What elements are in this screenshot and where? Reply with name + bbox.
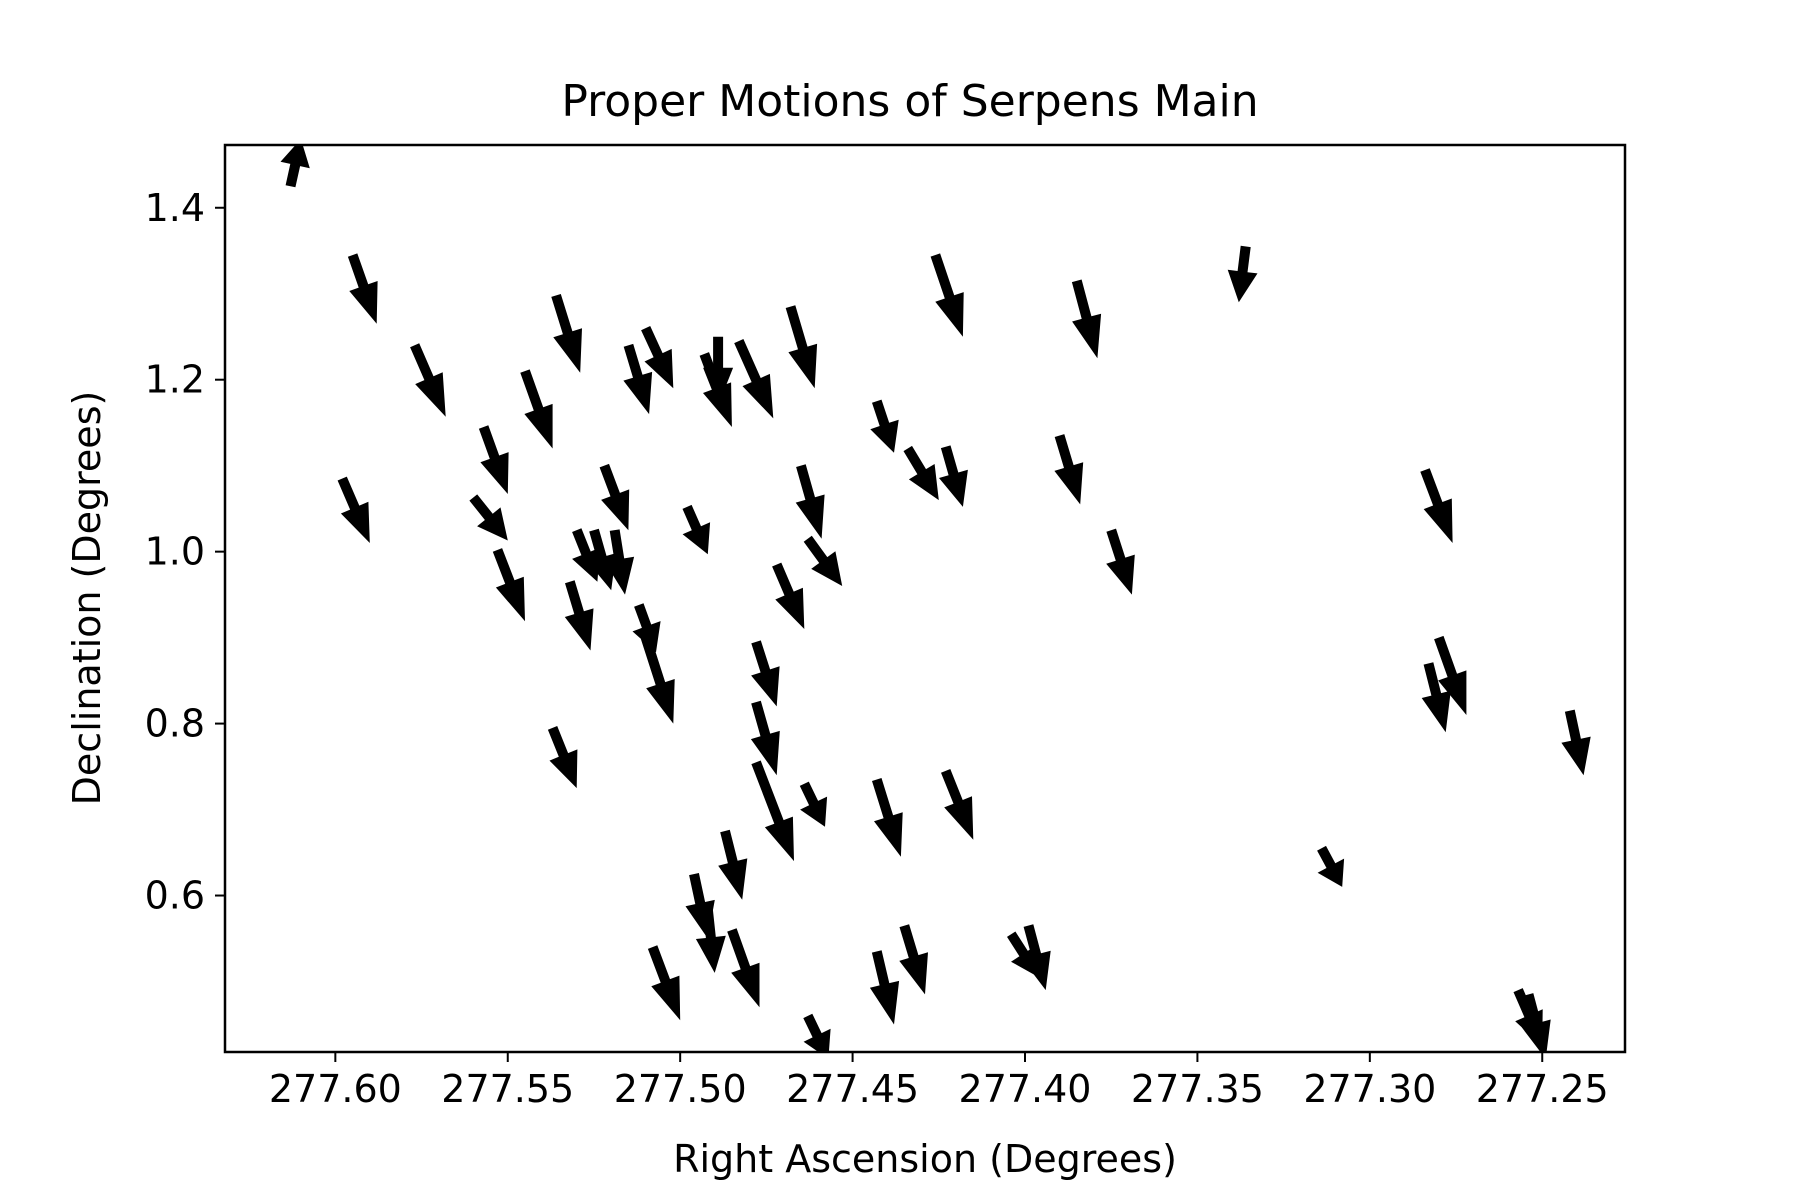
motion-arrow — [551, 294, 582, 373]
motion-arrow — [799, 781, 828, 827]
motion-arrow — [587, 528, 617, 591]
x-axis: 277.60 277.55 277.50 277.45 277.40 277.35 277.… — [269, 1052, 1609, 1111]
motion-arrow — [751, 640, 780, 707]
chart-title: Proper Motions of Serpens Main — [561, 76, 1258, 127]
x-tick-label: 277.55 — [441, 1067, 574, 1111]
y-axis-label: Declination (Degrees) — [65, 391, 109, 806]
motion-arrow — [930, 253, 964, 337]
motion-arrow — [899, 924, 928, 995]
motion-arrow — [727, 928, 760, 1008]
motion-arrow — [695, 907, 726, 973]
motion-arrow — [1434, 635, 1467, 715]
x-tick-label: 277.30 — [1303, 1067, 1436, 1111]
motion-arrow — [1420, 468, 1453, 543]
motion-arrow — [1054, 434, 1084, 505]
x-tick-label: 277.25 — [1476, 1067, 1609, 1111]
motion-arrow — [337, 476, 370, 543]
motion-arrow — [803, 1013, 831, 1052]
y-tick-label: 0.8 — [145, 702, 205, 746]
motion-arrow — [1227, 245, 1258, 303]
motion-arrow — [599, 463, 630, 531]
motion-arrow — [280, 145, 310, 188]
motion-arrow — [750, 700, 780, 776]
motion-arrow — [469, 494, 508, 541]
x-tick-label: 277.35 — [1131, 1067, 1264, 1111]
motion-arrow — [520, 369, 553, 449]
y-tick-label: 1.0 — [145, 530, 205, 574]
motion-arrow — [1421, 662, 1451, 733]
motion-arrow — [1521, 993, 1551, 1052]
motion-arrow — [870, 399, 899, 453]
motion-arrow — [547, 726, 578, 789]
motion-arrow — [785, 305, 818, 389]
motion-arrow — [703, 336, 734, 406]
motion-arrow — [1071, 279, 1102, 359]
motion-arrow — [632, 603, 661, 653]
motion-arrow — [1561, 709, 1591, 776]
motion-arrow — [410, 343, 446, 417]
motion-arrow — [734, 339, 774, 419]
y-axis: 0.6 0.8 1.0 1.2 1.4 — [145, 186, 225, 918]
motion-arrow — [1106, 528, 1135, 595]
motion-arrow — [623, 343, 653, 415]
quiver-arrows — [280, 145, 1591, 1052]
motion-arrow — [1007, 931, 1039, 978]
motion-arrow — [803, 535, 843, 586]
motion-arrow — [640, 636, 675, 724]
y-tick-label: 1.2 — [145, 358, 205, 402]
motion-arrow — [647, 945, 681, 1021]
motion-arrow — [641, 326, 674, 389]
motion-arrow — [939, 445, 968, 507]
motion-arrow — [1317, 845, 1345, 887]
motion-arrow — [347, 253, 378, 324]
motion-arrow — [872, 778, 903, 857]
motion-arrow — [682, 504, 711, 555]
motion-arrow — [564, 580, 594, 651]
motion-arrow — [903, 445, 939, 501]
motion-arrow — [572, 528, 600, 582]
x-tick-label: 277.40 — [959, 1067, 1092, 1111]
motion-arrow — [604, 529, 635, 595]
motion-arrow — [751, 760, 794, 862]
x-tick-label: 277.45 — [786, 1067, 919, 1111]
y-tick-label: 1.4 — [145, 186, 205, 230]
motion-arrow — [941, 769, 974, 840]
y-tick-label: 0.6 — [145, 874, 205, 918]
motion-arrow — [772, 562, 805, 629]
motion-arrow — [478, 425, 509, 494]
motion-arrow — [492, 548, 525, 622]
motion-arrow — [869, 950, 900, 1025]
x-tick-label: 277.50 — [614, 1067, 747, 1111]
x-tick-label: 277.60 — [269, 1067, 402, 1111]
plot-frame — [223, 143, 1627, 1054]
motion-arrow — [718, 829, 748, 900]
motion-arrow — [795, 464, 825, 539]
x-axis-label: Right Ascension (Degrees) — [673, 1137, 1177, 1181]
